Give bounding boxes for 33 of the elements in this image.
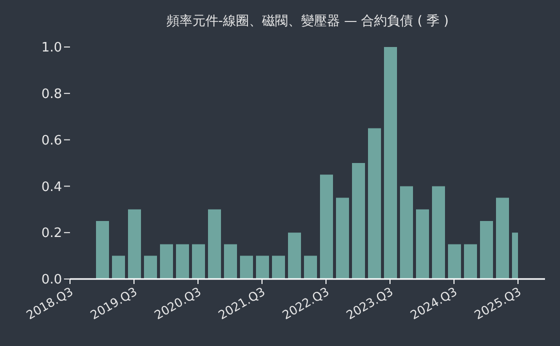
bar [288,232,301,279]
bar [384,47,397,279]
y-tick-label: 0.6 [41,133,62,148]
bar [256,256,269,279]
bar [496,198,509,279]
bar [272,256,285,279]
bar [416,209,429,279]
bar [480,221,493,279]
bar [192,244,205,279]
bar [352,163,365,279]
bar [448,244,461,279]
bar [368,128,381,279]
bar [208,209,221,279]
bar [400,186,413,279]
chart-title: 頻率元件-線圈、磁閥、變壓器 — 合約負債 ( 季 ) [165,13,450,30]
bar [160,244,173,279]
bar [144,256,157,279]
y-tick-label: 0.0 [41,272,62,288]
y-tick-label: 0.4 [41,180,62,195]
y-tick-label: 0.8 [41,87,62,102]
bar [96,221,109,279]
bar [224,244,237,279]
bar [304,256,317,279]
bar [176,244,189,279]
y-tick-label: 0.2 [41,226,62,242]
bar [464,244,477,279]
bar [240,256,253,279]
bar [320,174,333,279]
bar [336,198,349,279]
bar [112,256,125,279]
bar [128,209,141,279]
y-tick-label: 1.0 [41,40,62,56]
bar [432,186,445,279]
